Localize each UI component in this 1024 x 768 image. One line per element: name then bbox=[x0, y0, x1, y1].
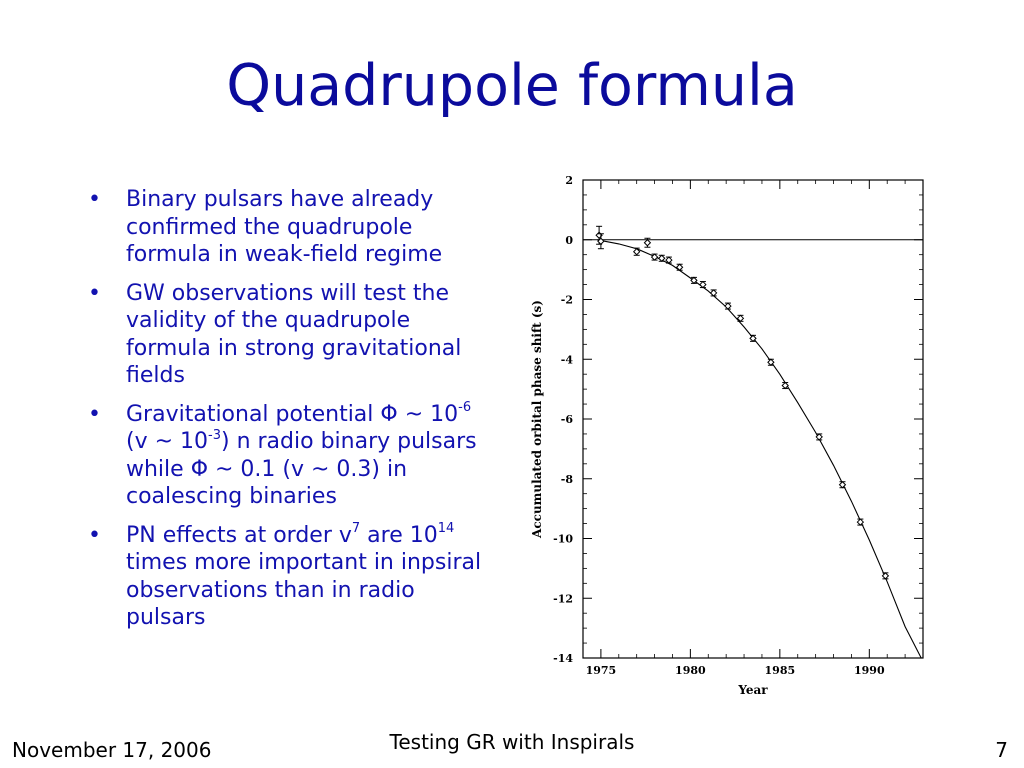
data-point bbox=[675, 263, 684, 271]
bullet-marker: • bbox=[88, 187, 101, 212]
bullet-text: Gravitational potential Φ ~ 10 bbox=[126, 401, 459, 427]
phase-shift-chart-svg: 2 0 -2 -4 -6 -8 -10 -12 -14 1975 1980 1985 1990 Year A… bbox=[530, 174, 924, 697]
data-point bbox=[856, 518, 865, 526]
bullet-item: • GW observations will test the validity … bbox=[88, 280, 494, 390]
y-axis-label: Accumulated orbital phase shift (s) bbox=[530, 300, 544, 539]
bullet-item: • Gravitational potential Φ ~ 10-6 (v ~ 1… bbox=[88, 401, 494, 511]
bullet-superscript: 14 bbox=[437, 521, 455, 537]
data-point bbox=[767, 358, 775, 366]
bullet-item: • PN effects at order v7 are 1014 times m… bbox=[88, 522, 494, 632]
bullet-list: • Binary pulsars have already confirmed t… bbox=[88, 186, 494, 643]
bullet-superscript: -3 bbox=[208, 427, 221, 443]
y-tick-label: -4 bbox=[561, 353, 574, 366]
x-axis-label: Year bbox=[737, 683, 768, 697]
gr-prediction-curve bbox=[597, 239, 922, 659]
x-tick-label: 1985 bbox=[765, 664, 796, 677]
data-point bbox=[632, 247, 641, 256]
bullet-text: Binary pulsars have already confirmed th… bbox=[126, 187, 443, 267]
data-point bbox=[709, 289, 718, 297]
x-tick-label: 1980 bbox=[675, 664, 706, 677]
page-number: 7 bbox=[995, 738, 1008, 762]
bullet-item: • Binary pulsars have already confirmed t… bbox=[88, 186, 494, 269]
x-tick-label: 1990 bbox=[854, 664, 885, 677]
data-point bbox=[736, 314, 745, 323]
data-point bbox=[781, 381, 789, 390]
y-tick-label: -12 bbox=[553, 592, 573, 605]
phase-shift-chart: 2 0 -2 -4 -6 -8 -10 -12 -14 1975 1980 1985 1990 Year A… bbox=[525, 150, 935, 700]
data-point bbox=[658, 254, 666, 262]
bullet-text: ) n radio binary pulsars while Φ ~ 0.1 (… bbox=[126, 429, 477, 509]
data-point bbox=[690, 276, 698, 285]
data-point bbox=[881, 572, 890, 580]
bullet-text: (v ~ 10 bbox=[126, 429, 209, 454]
bullet-marker: • bbox=[88, 280, 101, 306]
bullet-text: PN effects at order v bbox=[126, 522, 352, 548]
bullet-marker: • bbox=[88, 401, 101, 427]
y-tick-label: 0 bbox=[565, 234, 573, 247]
footer-title: Testing GR with Inspirals bbox=[389, 730, 635, 754]
data-point bbox=[597, 237, 605, 245]
bullet-superscript: 7 bbox=[351, 521, 361, 537]
data-point bbox=[815, 433, 823, 441]
data-point bbox=[749, 334, 757, 343]
y-tick-label: -6 bbox=[561, 413, 574, 426]
data-point bbox=[724, 302, 732, 310]
slide-title: Quadrupole formula bbox=[226, 53, 798, 119]
footer-date: November 17, 2006 bbox=[12, 738, 212, 762]
y-tick-label: -8 bbox=[561, 473, 574, 486]
bullet-text: times more important in inpsiral observa… bbox=[126, 550, 482, 630]
data-point bbox=[838, 481, 847, 489]
bullet-marker: • bbox=[88, 522, 101, 548]
data-point bbox=[643, 239, 652, 247]
y-tick-label: 2 bbox=[565, 174, 573, 187]
x-tick-label: 1975 bbox=[586, 664, 617, 677]
data-point bbox=[650, 253, 659, 261]
y-tick-label: -2 bbox=[561, 294, 573, 307]
y-tick-label: -10 bbox=[553, 533, 573, 546]
y-tick-label: -14 bbox=[553, 652, 573, 665]
data-point bbox=[699, 280, 707, 289]
bullet-text: are 10 bbox=[360, 522, 438, 548]
bullet-text: GW observations will test the validity o… bbox=[126, 280, 462, 389]
bullet-superscript: -6 bbox=[458, 400, 472, 416]
data-point bbox=[665, 256, 673, 264]
